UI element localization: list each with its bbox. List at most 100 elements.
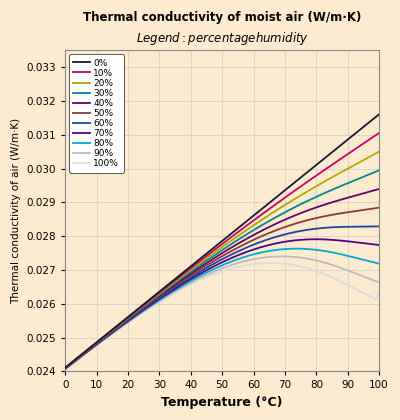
80% <box>233 257 238 262</box>
100% <box>370 295 374 300</box>
70% <box>250 247 254 252</box>
Line: 100%: 100% <box>65 263 379 369</box>
20% <box>63 365 68 370</box>
0% <box>320 158 325 163</box>
Y-axis label: Thermal conductivity of air (W/m·K): Thermal conductivity of air (W/m·K) <box>11 118 21 304</box>
0% <box>250 214 254 219</box>
80% <box>214 265 219 270</box>
30% <box>214 252 219 257</box>
80% <box>370 260 374 265</box>
Line: 20%: 20% <box>65 152 379 368</box>
90% <box>321 260 326 265</box>
Line: 70%: 70% <box>65 239 379 369</box>
10% <box>212 247 217 252</box>
80% <box>294 246 298 251</box>
0% <box>63 365 68 370</box>
80% <box>321 248 326 253</box>
Line: 50%: 50% <box>65 207 379 368</box>
60% <box>320 226 325 231</box>
40% <box>377 186 382 192</box>
90% <box>233 261 238 266</box>
100% <box>268 260 273 265</box>
90% <box>250 257 254 262</box>
90% <box>370 277 374 282</box>
50% <box>212 258 217 263</box>
100% <box>212 272 217 277</box>
Line: 0%: 0% <box>65 114 379 368</box>
30% <box>212 253 217 258</box>
0% <box>233 228 238 233</box>
Legend: 0%, 10%, 20%, 30%, 40%, 50%, 60%, 70%, 80%, 90%, 100%: 0%, 10%, 20%, 30%, 40%, 50%, 60%, 70%, 8… <box>69 54 124 173</box>
40% <box>63 366 68 371</box>
60% <box>250 243 254 248</box>
90% <box>212 269 217 274</box>
70% <box>321 237 326 242</box>
10% <box>369 136 374 141</box>
60% <box>63 366 68 371</box>
Title: Thermal conductivity of moist air (W/m·K)
$\it{Legend: percentage humidity}$: Thermal conductivity of moist air (W/m·K… <box>83 11 361 47</box>
Line: 60%: 60% <box>65 226 379 368</box>
70% <box>63 366 68 371</box>
80% <box>250 252 254 257</box>
60% <box>212 261 217 266</box>
30% <box>250 228 254 234</box>
50% <box>214 257 219 262</box>
70% <box>212 264 217 269</box>
20% <box>369 153 374 158</box>
40% <box>250 233 254 238</box>
30% <box>377 168 382 173</box>
40% <box>212 255 217 260</box>
20% <box>212 250 217 255</box>
10% <box>63 365 68 370</box>
X-axis label: Temperature (°C): Temperature (°C) <box>162 396 283 409</box>
10% <box>250 219 254 224</box>
100% <box>63 367 68 372</box>
50% <box>369 206 374 211</box>
30% <box>233 239 238 244</box>
40% <box>214 255 219 260</box>
20% <box>214 249 219 254</box>
90% <box>63 366 68 371</box>
100% <box>250 262 254 267</box>
0% <box>377 112 382 117</box>
Line: 80%: 80% <box>65 249 379 369</box>
90% <box>377 280 382 285</box>
40% <box>320 203 325 208</box>
90% <box>280 254 285 259</box>
20% <box>233 236 238 241</box>
100% <box>377 288 382 293</box>
30% <box>320 192 325 197</box>
0% <box>369 118 374 123</box>
70% <box>370 242 374 247</box>
Line: 10%: 10% <box>65 133 379 368</box>
10% <box>214 246 219 251</box>
50% <box>250 238 254 243</box>
60% <box>214 260 219 265</box>
100% <box>214 271 219 276</box>
70% <box>214 262 219 268</box>
80% <box>212 266 217 271</box>
60% <box>233 250 238 255</box>
60% <box>377 224 382 229</box>
Line: 90%: 90% <box>65 256 379 369</box>
20% <box>320 180 325 185</box>
0% <box>214 243 219 248</box>
80% <box>63 366 68 371</box>
40% <box>369 189 374 194</box>
20% <box>250 224 254 229</box>
50% <box>320 214 325 219</box>
20% <box>377 149 382 154</box>
50% <box>233 247 238 252</box>
10% <box>320 169 325 174</box>
10% <box>233 232 238 237</box>
70% <box>313 237 318 242</box>
100% <box>233 265 238 270</box>
50% <box>63 366 68 371</box>
90% <box>214 268 219 273</box>
70% <box>377 242 382 247</box>
Line: 40%: 40% <box>65 189 379 368</box>
80% <box>377 261 382 266</box>
60% <box>369 224 374 229</box>
70% <box>233 254 238 259</box>
10% <box>377 131 382 136</box>
